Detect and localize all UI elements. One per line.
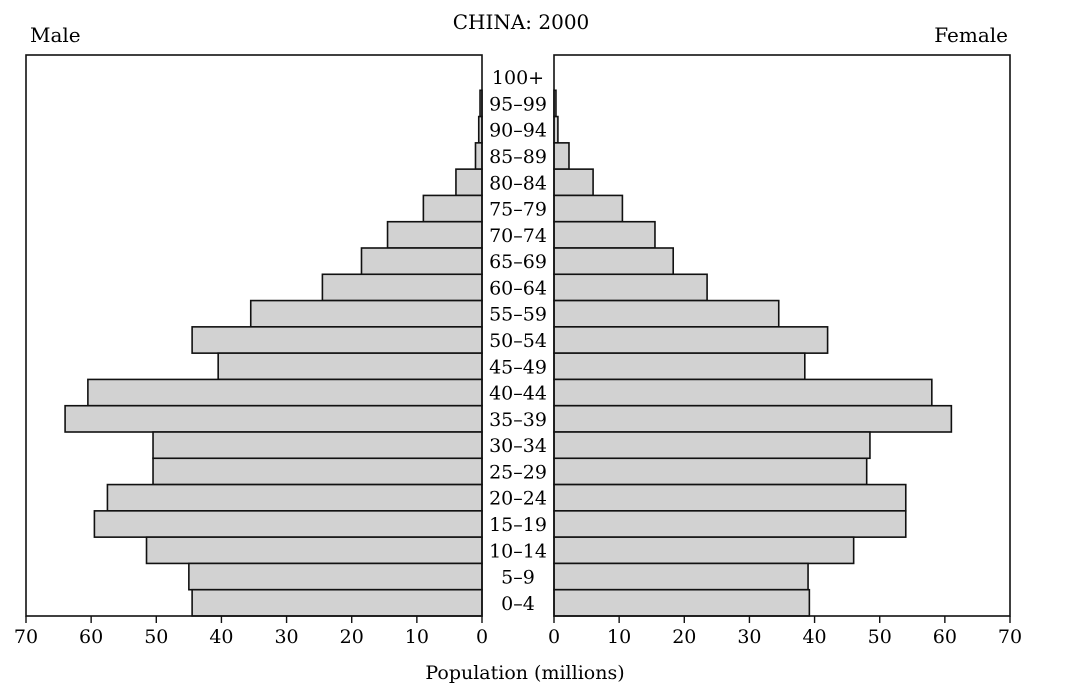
age-label: 30–34 xyxy=(489,435,547,457)
age-label: 20–24 xyxy=(489,488,547,510)
male-bars xyxy=(64,89,483,617)
age-label: 5–9 xyxy=(501,567,535,589)
male-bar-60–64 xyxy=(321,273,483,302)
x-tick-label: 50 xyxy=(868,626,892,648)
age-label: 45–49 xyxy=(489,356,547,378)
age-group-labels: 100+ 95–99 90–94 85–89 80–84 75–79 70–74 65–69 6… xyxy=(489,67,547,615)
male-bar-5–9 xyxy=(188,562,483,591)
age-label: 90–94 xyxy=(489,120,547,142)
female-bar-55–59 xyxy=(553,299,780,328)
female-bar-60–64 xyxy=(553,273,708,302)
female-bar-70–74 xyxy=(553,220,656,249)
age-label: 80–84 xyxy=(489,172,547,194)
female-bar-0–4 xyxy=(553,588,811,617)
female-bar-10–14 xyxy=(553,536,855,565)
female-panel-label: Female xyxy=(934,23,1008,47)
female-bar-75–79 xyxy=(553,194,624,223)
female-bar-85–89 xyxy=(553,142,570,170)
male-bar-75–79 xyxy=(422,194,483,223)
x-tick-label: 40 xyxy=(802,626,826,648)
male-bar-40–44 xyxy=(87,378,483,407)
female-bar-20–24 xyxy=(553,483,907,512)
x-tick-label: 0 xyxy=(548,626,560,648)
age-label: 40–44 xyxy=(489,383,547,405)
age-label: 35–39 xyxy=(489,409,547,431)
age-label: 10–14 xyxy=(489,540,547,562)
female-bar-5–9 xyxy=(553,562,809,591)
age-label: 60–64 xyxy=(489,277,547,299)
male-bar-55–59 xyxy=(249,299,483,328)
x-tick-label: 20 xyxy=(672,626,696,648)
age-label: 25–29 xyxy=(489,461,547,483)
x-tick-label: 10 xyxy=(607,626,631,648)
age-label: 85–89 xyxy=(489,146,547,168)
x-axis-tick-labels: 70 60 50 40 30 20 10 0 0 10 20 30 40 50 60 70 xyxy=(14,626,1022,648)
age-label: 15–19 xyxy=(489,514,547,536)
female-bar-80–84 xyxy=(553,168,594,197)
age-label: 0–4 xyxy=(501,593,535,615)
x-tick-label: 60 xyxy=(79,626,103,648)
female-bar-35–39 xyxy=(553,404,953,433)
male-bar-25–29 xyxy=(152,457,483,486)
male-bar-35–39 xyxy=(64,404,483,433)
female-bars xyxy=(553,89,953,617)
female-bar-65–69 xyxy=(553,247,675,276)
male-bar-80–84 xyxy=(455,168,483,197)
male-bar-85–89 xyxy=(474,142,483,170)
x-tick-label: 0 xyxy=(476,626,488,648)
female-plot-frame xyxy=(553,54,1011,617)
female-bar-15–19 xyxy=(553,510,907,538)
male-bar-45–49 xyxy=(217,352,483,381)
age-label: 75–79 xyxy=(489,199,547,221)
male-bar-10–14 xyxy=(145,536,483,565)
x-tick-label: 70 xyxy=(14,626,38,648)
age-label: 55–59 xyxy=(489,304,547,326)
male-panel-label: Male xyxy=(30,23,81,47)
x-tick-label: 20 xyxy=(340,626,364,648)
x-tick-label: 10 xyxy=(405,626,429,648)
female-bar-50–54 xyxy=(553,326,829,354)
age-label: 65–69 xyxy=(489,251,547,273)
male-bar-50–54 xyxy=(191,326,483,354)
x-tick-label: 30 xyxy=(737,626,761,648)
male-bar-20–24 xyxy=(106,483,483,512)
female-bar-25–29 xyxy=(553,457,868,486)
x-tick-label: 60 xyxy=(933,626,957,648)
x-tick-label: 30 xyxy=(274,626,298,648)
male-bar-65–69 xyxy=(360,247,483,276)
age-label: 50–54 xyxy=(489,330,547,352)
male-plot-frame xyxy=(25,54,483,617)
x-tick-label: 70 xyxy=(998,626,1022,648)
x-tick-label: 50 xyxy=(144,626,168,648)
female-bar-30–34 xyxy=(553,431,871,460)
x-axis-ticks xyxy=(25,616,1011,623)
male-bar-15–19 xyxy=(93,510,483,538)
male-bar-0–4 xyxy=(191,588,483,617)
age-label: 100+ xyxy=(492,67,544,89)
age-label: 95–99 xyxy=(489,93,547,115)
age-label: 70–74 xyxy=(489,225,547,247)
chart-title: CHINA: 2000 xyxy=(453,10,590,34)
female-bar-45–49 xyxy=(553,352,806,381)
x-tick-label: 40 xyxy=(209,626,233,648)
male-bar-70–74 xyxy=(386,220,483,249)
x-axis-title: Population (millions) xyxy=(425,662,624,684)
female-bar-40–44 xyxy=(553,378,933,407)
male-bar-30–34 xyxy=(152,431,483,460)
